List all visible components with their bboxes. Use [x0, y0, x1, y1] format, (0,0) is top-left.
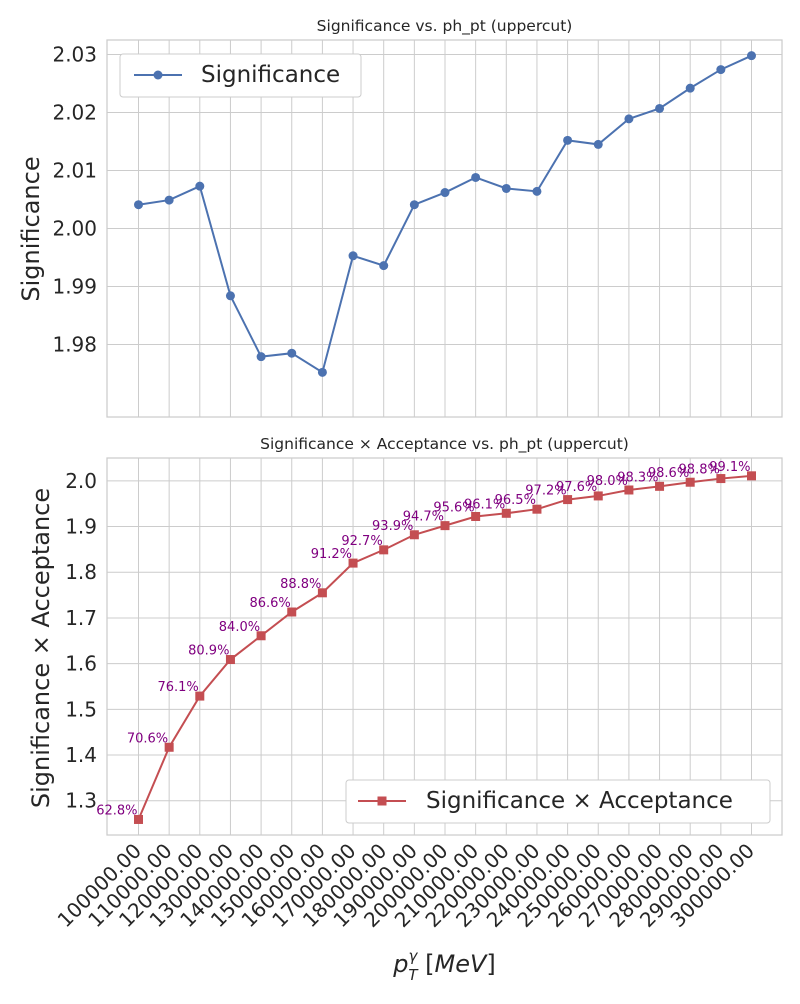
significance-acceptance-legend-marker [377, 796, 387, 806]
significance-acceptance-legend: Significance × Acceptance [345, 779, 771, 824]
data-point [747, 51, 756, 61]
data-point [287, 607, 297, 617]
data-point [409, 200, 419, 210]
x-axis-ticks: 100000.00110000.00120000.00130000.001400… [53, 839, 759, 932]
y-tick-label: 2.01 [52, 159, 97, 183]
data-point [440, 188, 450, 198]
significance-legend-box [119, 53, 362, 98]
acceptance-label: 70.6% [127, 731, 168, 746]
acceptance-annotations: 62.8% 70.6% 76.1% 80.9% 84.0% 86.6% 88.8% 91.2%… [96, 460, 750, 819]
data-point [348, 558, 358, 568]
y-tick-label: 2.02 [52, 101, 97, 125]
data-point [317, 367, 327, 377]
significance-acceptance-legend-box [345, 779, 771, 824]
data-point [225, 655, 235, 665]
y-tick-label: 1.99 [52, 275, 97, 299]
data-point [716, 474, 726, 484]
significance-acceptance-series [134, 471, 756, 824]
acceptance-label: 96.5% [495, 493, 536, 508]
data-point [563, 135, 573, 145]
acceptance-label: 88.8% [280, 577, 321, 592]
acceptance-label: 98.6% [648, 466, 689, 481]
significance-panel: Significance vs. ph_pt (uppercut) Signif… [17, 17, 783, 418]
data-point [256, 352, 266, 362]
acceptance-label: 80.9% [188, 644, 229, 659]
significance-series [134, 51, 756, 377]
acceptance-label: 92.7% [341, 534, 382, 549]
acceptance-label: 62.8% [96, 803, 137, 818]
data-point [256, 631, 266, 641]
y-tick-label: 1.5 [65, 697, 97, 721]
significance-y-ticks: 1.98 1.99 2.00 2.01 2.02 2.03 [52, 43, 97, 357]
data-point [379, 545, 389, 555]
data-point [532, 186, 542, 196]
data-point [164, 742, 174, 752]
y-tick-label: 1.4 [65, 743, 97, 767]
y-tick-label: 2.00 [52, 217, 97, 241]
data-point [471, 172, 481, 182]
data-point [501, 183, 511, 193]
data-point [747, 471, 756, 481]
data-point [287, 348, 297, 358]
data-point [409, 530, 419, 540]
acceptance-label: 99.1% [709, 460, 750, 475]
significance-acceptance-panel: Significance × Acceptance vs. ph_pt (upp… [27, 435, 783, 984]
data-point [440, 521, 450, 531]
x-axis-label: pγ T [MeV] [392, 947, 496, 984]
data-point [624, 485, 634, 495]
acceptance-label: 76.1% [157, 680, 198, 695]
acceptance-label: 98.0% [587, 474, 628, 489]
acceptance-label: 94.7% [403, 510, 444, 525]
acceptance-label: 93.9% [372, 519, 413, 534]
significance-legend-label: Significance [201, 62, 340, 88]
acceptance-label: 97.2% [525, 484, 566, 499]
significance-acceptance-legend-label: Significance × Acceptance [426, 788, 733, 814]
data-point [563, 495, 573, 505]
significance-acceptance-title: Significance × Acceptance vs. ph_pt (upp… [260, 435, 629, 454]
data-point [348, 251, 358, 261]
data-point [317, 588, 327, 598]
data-point [195, 691, 205, 701]
data-point [134, 814, 143, 824]
data-point [134, 200, 143, 210]
y-tick-label: 1.7 [65, 606, 97, 630]
data-point [195, 181, 205, 191]
y-tick-label: 1.8 [65, 560, 97, 584]
y-tick-label: 1.98 [52, 333, 97, 357]
data-point [593, 491, 603, 501]
acceptance-label: 96.1% [464, 497, 505, 512]
data-point [655, 481, 665, 491]
data-point [471, 511, 481, 521]
y-tick-label: 2.03 [52, 43, 97, 67]
acceptance-label: 98.3% [617, 470, 658, 485]
significance-acceptance-y-ticks: 1.3 1.4 1.5 1.6 1.7 1.8 1.9 2.0 [65, 469, 97, 813]
significance-legend-marker [153, 70, 163, 80]
data-point [624, 114, 634, 124]
significance-y-axis-label: Significance [17, 156, 45, 301]
data-point [164, 195, 174, 205]
acceptance-label: 91.2% [311, 547, 352, 562]
data-point [532, 504, 542, 514]
data-point [685, 477, 695, 487]
significance-acceptance-y-axis-label: Significance × Acceptance [27, 488, 55, 808]
y-tick-label: 1.3 [65, 789, 97, 813]
y-tick-label: 1.6 [65, 652, 97, 676]
acceptance-label: 97.6% [556, 480, 597, 495]
acceptance-label: 98.8% [679, 463, 720, 478]
y-tick-label: 2.0 [65, 469, 97, 493]
significance-legend: Significance [119, 53, 362, 98]
acceptance-label: 86.6% [249, 596, 290, 611]
data-point [685, 83, 695, 93]
data-point [379, 261, 389, 271]
data-point [716, 65, 726, 75]
y-tick-label: 1.9 [65, 515, 97, 539]
acceptance-label: 84.0% [219, 620, 260, 635]
data-point [225, 291, 235, 301]
significance-title: Significance vs. ph_pt (uppercut) [317, 17, 573, 36]
acceptance-label: 95.6% [433, 500, 474, 515]
data-point [593, 139, 603, 149]
data-point [655, 103, 665, 113]
data-point [501, 508, 511, 518]
